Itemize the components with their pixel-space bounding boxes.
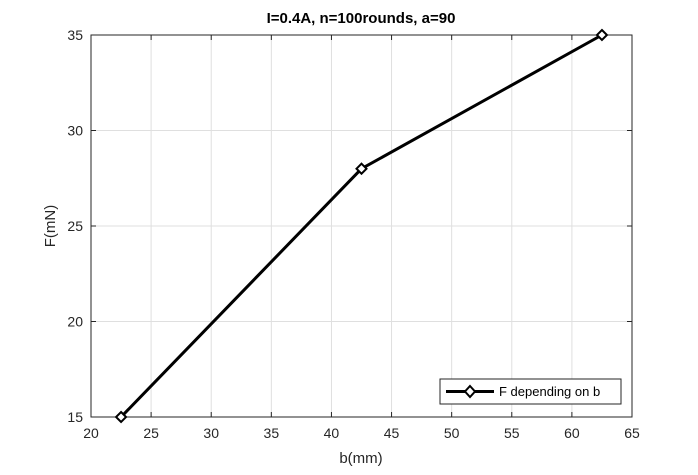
data-point-marker	[114, 410, 128, 424]
series	[114, 28, 609, 424]
y-tick-label: 15	[67, 409, 83, 425]
y-tick-label: 35	[67, 27, 83, 43]
legend: F depending on b	[439, 378, 622, 405]
y-tick-label: 25	[67, 218, 83, 234]
legend-box	[439, 378, 622, 405]
data-point-marker	[355, 162, 368, 176]
x-tick-label: 65	[624, 425, 640, 441]
y-axis-label: F(mN)	[42, 205, 59, 247]
chart-title: I=0.4A, n=100rounds, a=90	[267, 10, 456, 27]
x-tick-label: 45	[384, 425, 400, 441]
x-tick-label: 25	[143, 425, 159, 441]
x-tick-label: 40	[324, 425, 340, 441]
x-tick-label: 20	[83, 425, 99, 441]
x-tick-label: 30	[203, 425, 219, 441]
data-point-marker	[595, 28, 609, 42]
legend-label: F depending on b	[499, 384, 600, 399]
legend-diamond-marker	[463, 384, 477, 399]
x-tick-label: 55	[504, 425, 520, 441]
x-tick-label: 60	[564, 425, 580, 441]
y-tick-label: 30	[67, 123, 83, 139]
x-tick-label: 35	[264, 425, 280, 441]
x-axis-label: b(mm)	[339, 450, 382, 467]
grid	[91, 35, 632, 417]
y-tick-label: 20	[67, 314, 83, 330]
x-tick-label: 50	[444, 425, 460, 441]
